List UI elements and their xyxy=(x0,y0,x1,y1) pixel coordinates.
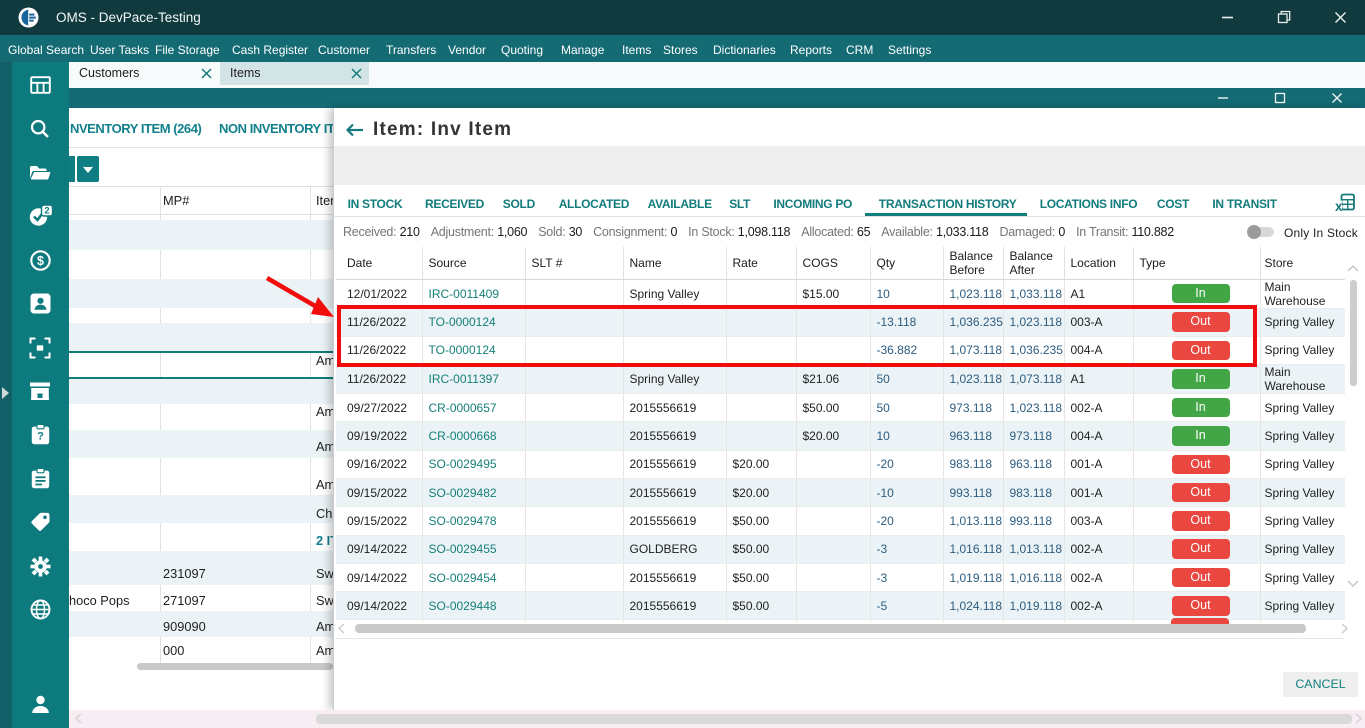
svg-text:x: x xyxy=(1335,199,1343,213)
svg-text:?: ? xyxy=(37,431,44,443)
svg-text:2: 2 xyxy=(44,206,49,217)
svg-text:$: $ xyxy=(37,254,44,268)
